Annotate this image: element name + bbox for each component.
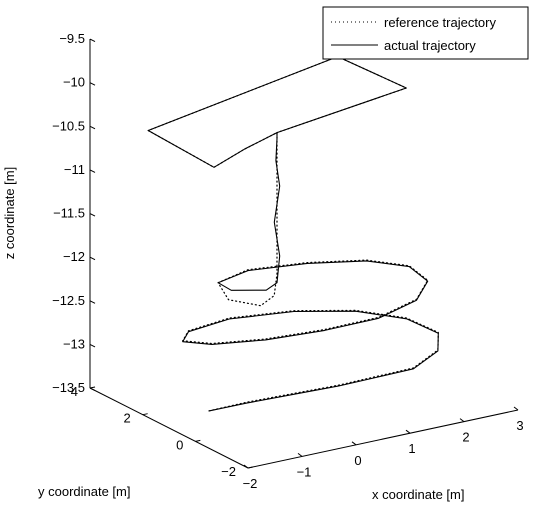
- z-axis-label: z coordinate [m]: [2, 167, 17, 260]
- x-tick-label: −1: [297, 464, 312, 479]
- z-tick-mark: [89, 256, 96, 261]
- x-tick-label: 3: [516, 418, 523, 433]
- z-tick-label: −9.5: [59, 31, 85, 46]
- x-axis-label: x coordinate [m]: [372, 487, 465, 502]
- z-tick-label: −13.5: [52, 380, 85, 395]
- legend-reference-label: reference trajectory: [384, 15, 496, 30]
- z-tick-label: −13: [63, 336, 85, 351]
- z-tick-mark: [89, 213, 96, 217]
- z-tick-label: −12: [63, 249, 85, 264]
- x-tick-label: −2: [243, 476, 258, 491]
- tick-layer: −9.5−10−10.5−11−11.5−12−12.5−13−13.5−202…: [52, 31, 524, 491]
- x-tick-mark: [513, 406, 519, 411]
- x-tick-mark: [297, 452, 303, 457]
- z-tick-mark: [89, 300, 96, 304]
- z-tick-mark: [89, 387, 96, 391]
- y-tick-mark: [89, 386, 96, 389]
- x-axis-line: [247, 409, 519, 469]
- y-tick-label: 0: [176, 437, 183, 452]
- legend: reference trajectory actual trajectory: [322, 6, 529, 60]
- z-tick-label: −10: [63, 75, 85, 90]
- x-tick-mark: [459, 418, 465, 423]
- y-tick-label: −2: [221, 464, 236, 479]
- y-tick-mark: [142, 413, 148, 416]
- y-axis-label: y coordinate [m]: [38, 484, 131, 499]
- x-tick-mark: [405, 429, 411, 434]
- x-tick-label: 1: [408, 441, 415, 456]
- actual-trajectory-line: [147, 56, 439, 412]
- z-tick-label: −11.5: [53, 206, 85, 221]
- y-tick-label: 4: [71, 384, 78, 399]
- z-tick-label: −11: [64, 162, 85, 177]
- legend-actual-label: actual trajectory: [384, 38, 476, 53]
- z-tick-mark: [89, 125, 96, 130]
- z-tick-label: −12.5: [52, 293, 85, 308]
- z-tick-mark: [89, 38, 96, 42]
- x-tick-label: 2: [462, 430, 469, 445]
- reference-trajectory-line: [147, 56, 439, 412]
- z-tick-label: −10.5: [52, 118, 85, 133]
- series-layer: [147, 56, 439, 412]
- x-tick-label: 0: [354, 453, 361, 468]
- y-tick-mark: [247, 466, 254, 469]
- y-tick-mark: [195, 439, 201, 442]
- x-tick-mark: [351, 441, 357, 446]
- x-tick-mark: [243, 464, 249, 469]
- z-tick-mark: [89, 169, 96, 173]
- y-axis-line: [89, 387, 249, 469]
- z-tick-mark: [89, 82, 96, 86]
- y-tick-label: 2: [123, 411, 130, 426]
- legend-box: [322, 6, 529, 60]
- z-tick-mark: [89, 343, 96, 348]
